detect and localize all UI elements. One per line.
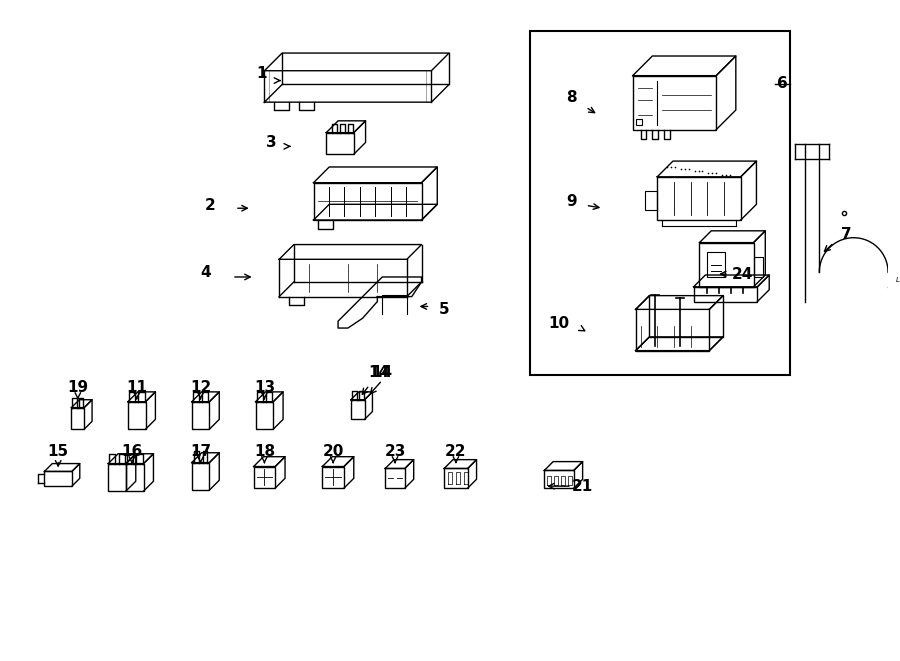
- Text: 3: 3: [266, 135, 276, 150]
- Text: 15: 15: [48, 444, 68, 459]
- Text: 2: 2: [205, 198, 216, 213]
- Text: 16: 16: [122, 444, 142, 459]
- Text: L: L: [896, 277, 900, 283]
- Text: 17: 17: [190, 444, 212, 459]
- Text: 14: 14: [369, 365, 390, 379]
- Text: 18: 18: [254, 444, 275, 459]
- Text: 21: 21: [572, 479, 593, 494]
- Text: 19: 19: [68, 381, 88, 395]
- Text: 22: 22: [446, 444, 467, 459]
- Text: 10: 10: [548, 316, 570, 330]
- Text: 13: 13: [254, 381, 275, 395]
- Bar: [753, 257, 763, 277]
- Bar: [635, 119, 642, 125]
- Bar: [645, 190, 657, 210]
- Text: 20: 20: [322, 444, 344, 459]
- Bar: [707, 253, 725, 277]
- Text: 4: 4: [200, 264, 211, 280]
- Text: 7: 7: [842, 227, 852, 242]
- Text: 9: 9: [566, 194, 577, 209]
- Text: 6: 6: [777, 76, 788, 91]
- Text: 11: 11: [126, 381, 148, 395]
- Bar: [529, 32, 790, 375]
- Text: 8: 8: [566, 90, 577, 104]
- Text: 12: 12: [190, 381, 212, 395]
- Text: 14: 14: [372, 365, 392, 379]
- Text: 1: 1: [256, 66, 266, 81]
- Text: 23: 23: [384, 444, 406, 459]
- Text: 5: 5: [439, 302, 449, 317]
- Text: 24: 24: [732, 266, 753, 282]
